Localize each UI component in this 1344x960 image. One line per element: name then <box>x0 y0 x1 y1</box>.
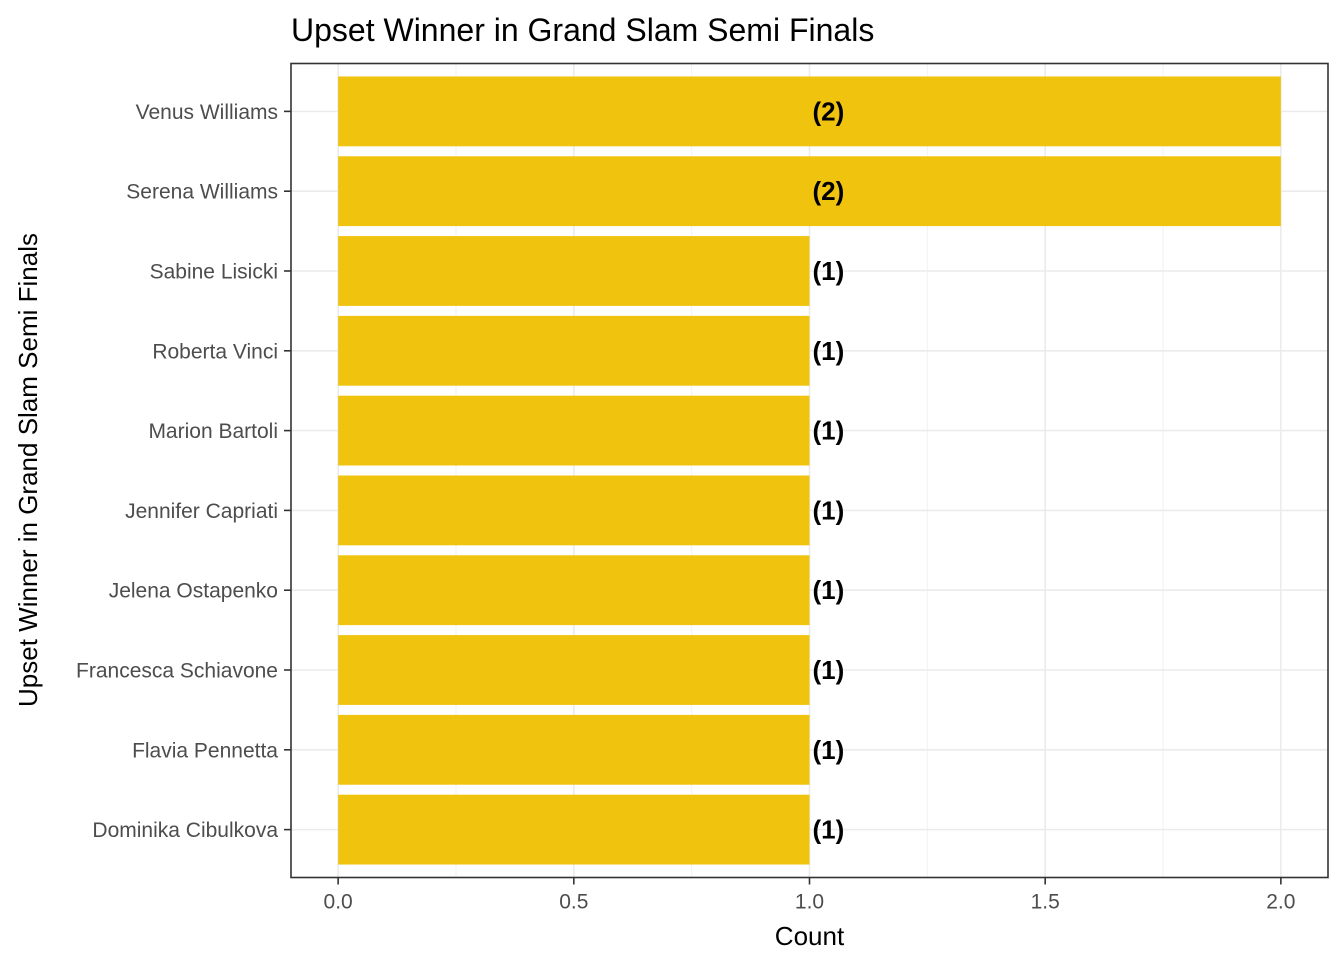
y-tick-label: Francesca Schiavone <box>76 660 278 683</box>
bar <box>338 156 1281 227</box>
x-tick-label: 0.0 <box>324 891 353 914</box>
x-tick-label: 1.0 <box>795 891 824 914</box>
data-label: (1) <box>812 416 844 446</box>
x-tick-label: 0.5 <box>559 891 588 914</box>
bar <box>338 794 810 865</box>
x-tick-label: 2.0 <box>1266 891 1295 914</box>
y-tick-label: Venus Williams <box>136 101 278 124</box>
bar <box>338 315 810 386</box>
bar <box>338 76 1281 147</box>
y-axis-ticks: Venus Williams Serena Williams Sabine Lisi… <box>76 101 291 842</box>
y-tick-label: Sabine Lisicki <box>150 260 278 283</box>
bar <box>338 475 810 546</box>
chart-title: Upset Winner in Grand Slam Semi Finals <box>291 12 874 48</box>
x-tick-label: 1.5 <box>1031 891 1060 914</box>
data-label: (1) <box>812 655 844 685</box>
data-label: (1) <box>812 815 844 845</box>
data-labels: (2) (2) (1) (1) (1) (1) (1) (1) (1) (1) <box>812 96 844 844</box>
y-tick-label: Dominika Cibulkova <box>92 819 278 842</box>
bars <box>338 76 1281 865</box>
data-label: (1) <box>812 256 844 286</box>
data-label: (1) <box>812 735 844 765</box>
y-tick-label: Roberta Vinci <box>152 340 278 363</box>
data-label: (2) <box>812 96 844 126</box>
y-tick-label: Flavia Pennetta <box>132 739 278 762</box>
bar <box>338 635 810 705</box>
x-axis-title: Count <box>775 921 845 951</box>
x-axis-ticks: 0.0 0.5 1.0 1.5 2.0 <box>324 877 1295 914</box>
y-tick-label: Marion Bartoli <box>148 420 278 443</box>
bar <box>338 236 810 306</box>
y-axis-title: Upset Winner in Grand Slam Semi Finals <box>13 233 43 707</box>
bar <box>338 714 810 785</box>
bar <box>338 395 810 466</box>
data-label: (2) <box>812 176 844 206</box>
y-tick-label: Serena Williams <box>126 181 278 204</box>
y-tick-label: Jelena Ostapenko <box>109 580 278 603</box>
data-label: (1) <box>812 575 844 605</box>
bar <box>338 555 810 626</box>
data-label: (1) <box>812 495 844 525</box>
y-tick-label: Jennifer Capriati <box>125 500 278 523</box>
data-label: (1) <box>812 336 844 366</box>
